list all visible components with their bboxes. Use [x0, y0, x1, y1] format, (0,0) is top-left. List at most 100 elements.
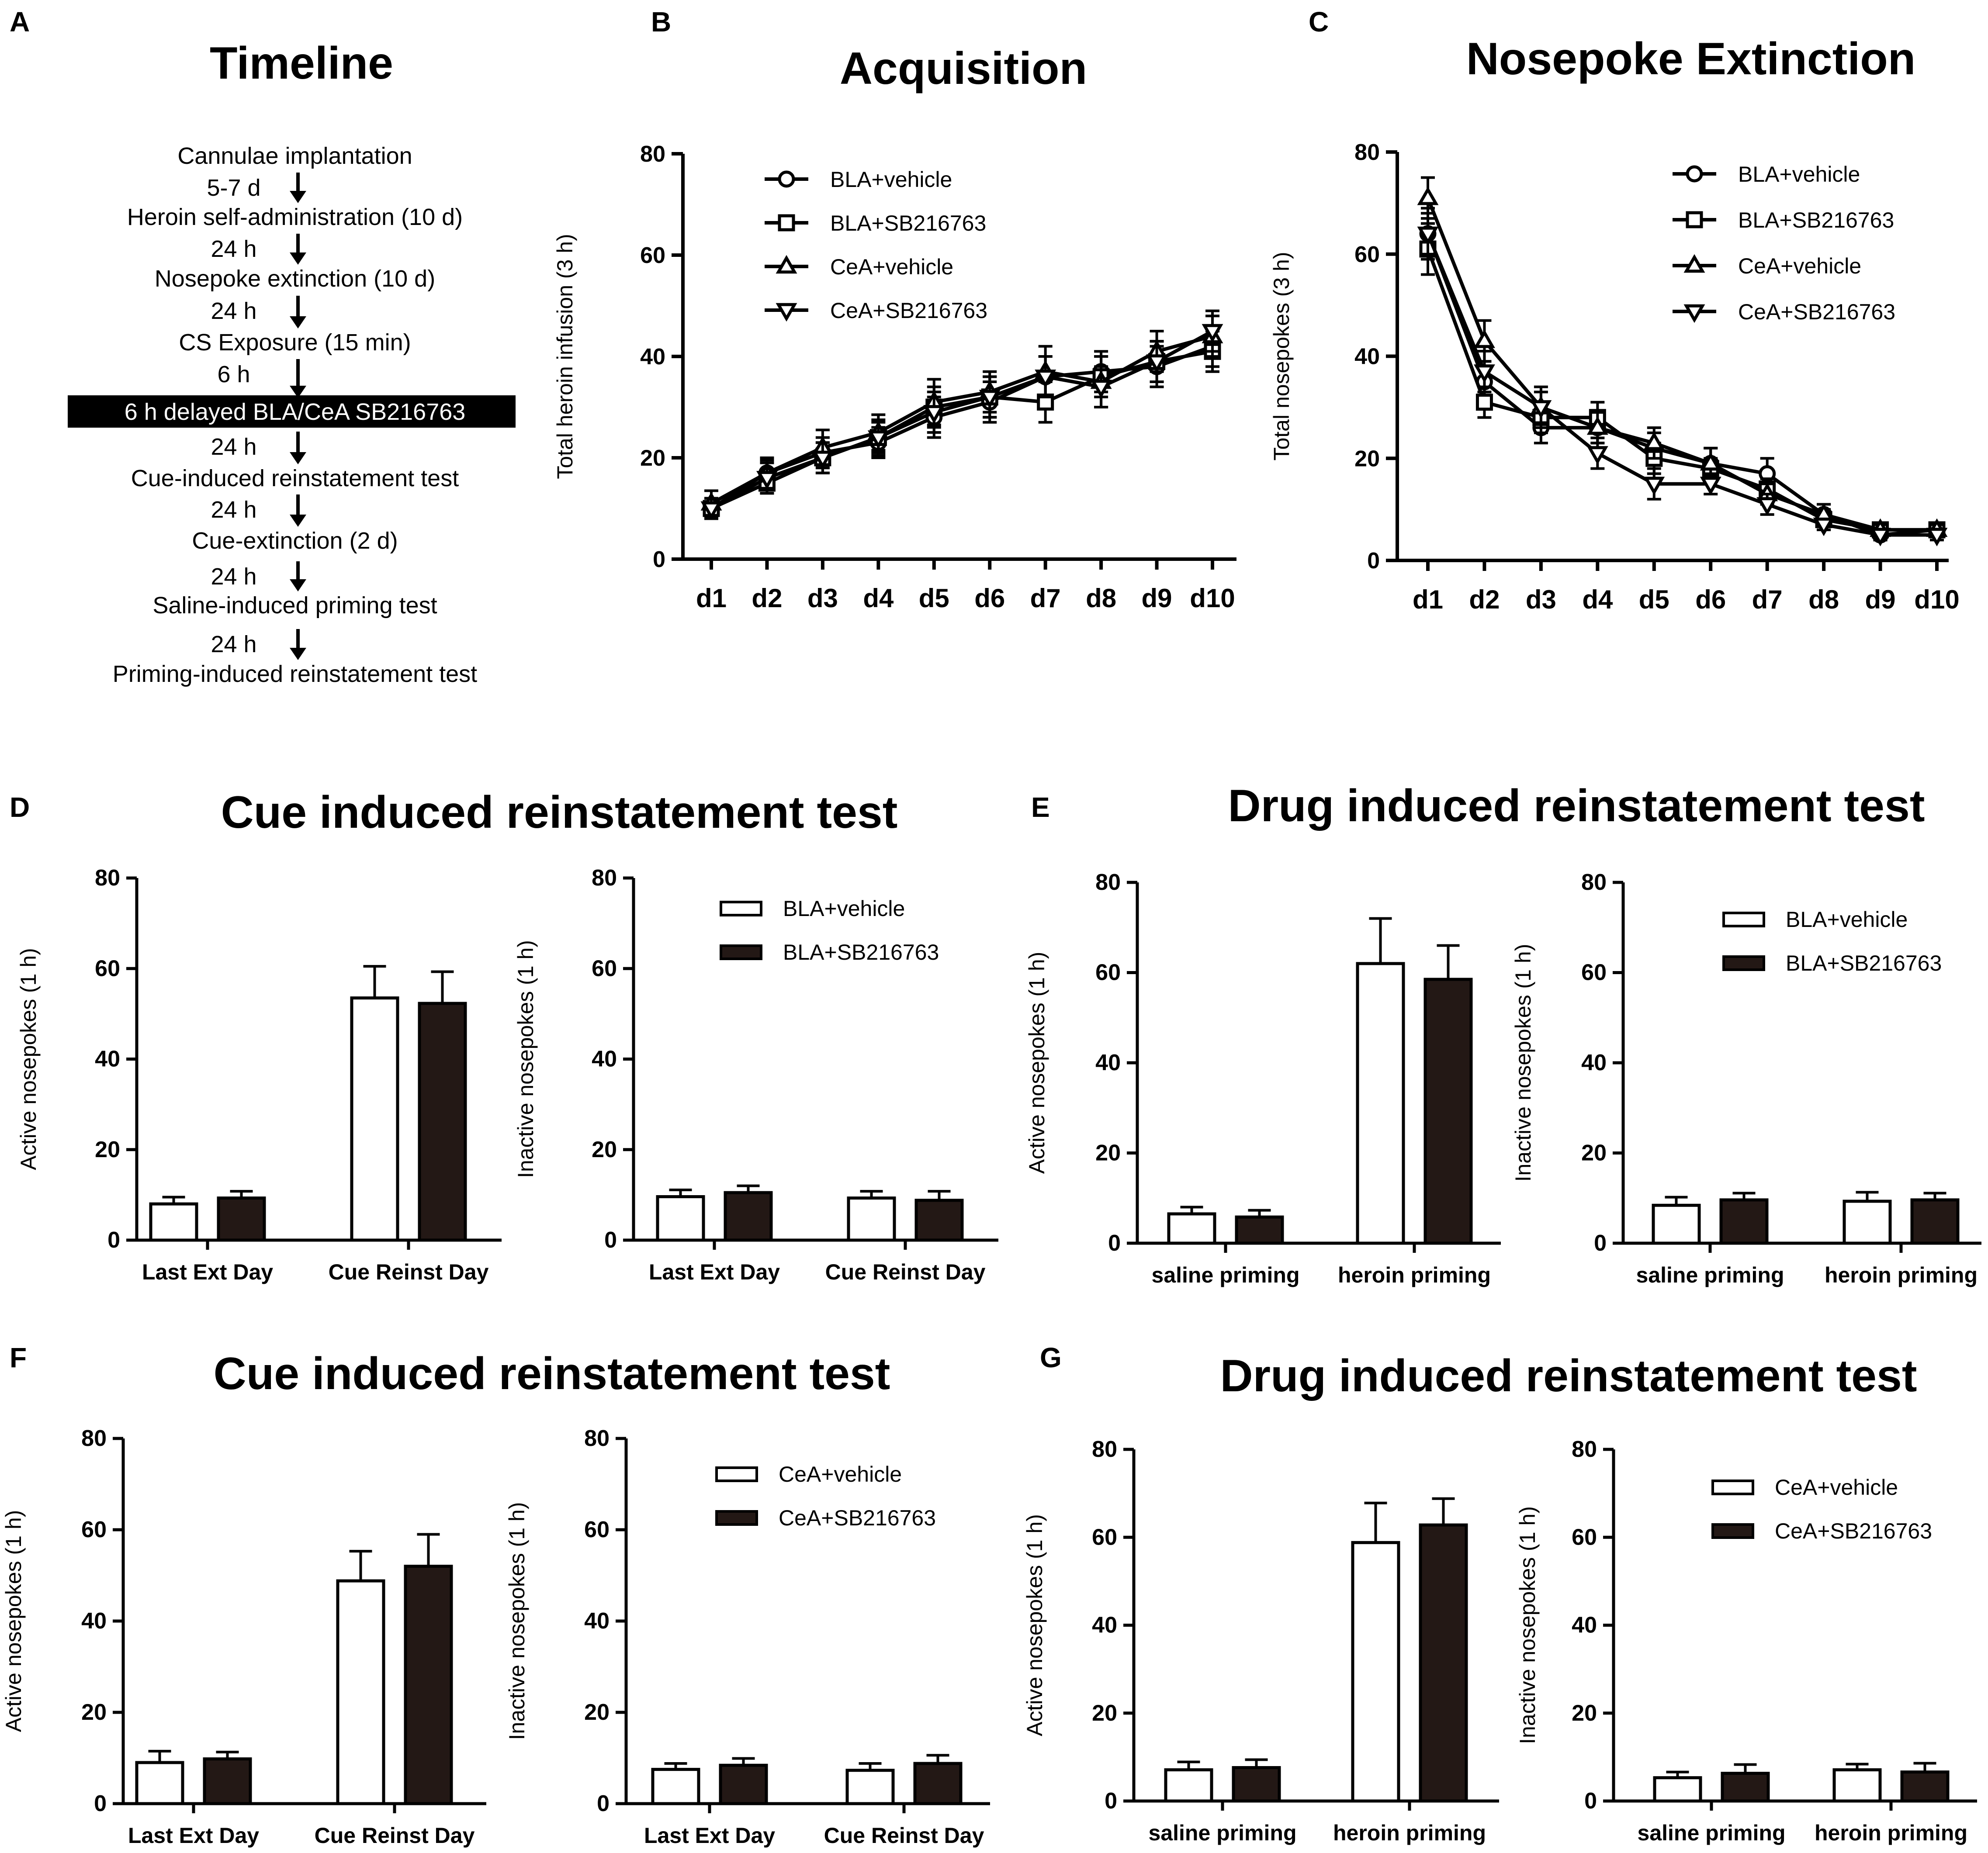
legend-marker-bla-vehicle	[1686, 165, 1703, 183]
legend-swatch-bla-vehicle	[720, 901, 762, 916]
legend-label: BLA+SB216763	[1786, 951, 1942, 975]
legend-label: CeA+SB216763	[779, 1506, 936, 1530]
y-tick-label: 20	[1572, 1701, 1597, 1726]
bar-bla-sb216763	[1910, 1198, 1960, 1245]
bar-bla-sb216763	[1235, 1215, 1284, 1245]
panel-letter-a: A	[10, 6, 30, 38]
legend-label: CeA+SB216763	[1738, 300, 1895, 324]
timeline-arrow-down-icon	[290, 316, 306, 328]
data-point-cea-vehicle	[1586, 416, 1608, 435]
data-point-cea-sb216763	[700, 501, 722, 520]
bar-cea-vehicle	[1832, 1768, 1882, 1803]
timeline-interval: 24 h	[211, 434, 256, 460]
timeline-interval: 24 h	[211, 236, 256, 262]
y-tick-label: 80	[592, 865, 617, 891]
data-point-cea-sb216763	[812, 450, 834, 470]
timeline-step-label: Priming-induced reinstatement test	[113, 661, 477, 687]
series-line-bla-sb216763	[1426, 248, 1937, 532]
data-point-cea-sb216763	[1090, 380, 1112, 398]
x-tick-label: heroin priming	[1825, 1263, 1978, 1287]
series-line-cea-vehicle	[710, 334, 1213, 505]
y-tick-label: 60	[592, 956, 617, 981]
panel-letter-c: C	[1309, 6, 1329, 38]
legend-label: CeA+vehicle	[830, 255, 953, 279]
panel-letter-e: E	[1031, 792, 1050, 823]
y-tick-label: 60	[81, 1517, 107, 1542]
timeline-interval: 24 h	[211, 298, 256, 324]
legend-marker-bla-sb216763	[778, 214, 795, 232]
y-axis-label: Inactive nosepokes (1 h)	[513, 940, 538, 1178]
y-tick-label: 80	[81, 1426, 107, 1451]
legend-marker-bla-vehicle	[778, 170, 795, 188]
y-axis-label: Inactive nosepokes (1 h)	[1515, 1506, 1540, 1744]
bar-bla-vehicle	[1356, 962, 1405, 1245]
chart-acquisition: 0 20 40 60 80 d1 d2 d3 d4 d5 d6 d7 d8 d9 d10 Total hero…	[553, 142, 1236, 613]
y-tick-label: 60	[1095, 960, 1121, 985]
x-tick-label: d9	[1865, 585, 1896, 614]
data-point-cea-vehicle	[1417, 186, 1439, 205]
bar-bla-vehicle	[149, 1202, 198, 1242]
y-tick-label: 0	[107, 1227, 120, 1253]
timeline-arrow-down-icon	[290, 191, 306, 203]
chart-d-inactive: 0 20 40 60 80 Last Ext Day Cue Reinst Day Inact…	[513, 865, 998, 1284]
y-tick-label: 0	[1105, 1788, 1117, 1814]
bar-bla-sb216763	[724, 1191, 773, 1242]
y-axis-label: Total nosepokes (3 h)	[1269, 252, 1294, 460]
timeline-highlight-label: 6 h delayed BLA/CeA SB216763	[125, 399, 466, 425]
data-point-cea-sb216763	[1700, 477, 1721, 495]
x-tick-label: d8	[1086, 584, 1116, 613]
bar-cea-vehicle	[1164, 1768, 1213, 1803]
y-tick-label: 40	[584, 1608, 610, 1634]
y-tick-label: 80	[1572, 1437, 1597, 1462]
y-tick-label: 40	[1092, 1613, 1117, 1638]
bar-cea-sb216763	[404, 1565, 453, 1805]
y-axis-label: Active nosepokes (1 h)	[16, 948, 41, 1170]
x-tick-label: d7	[1752, 585, 1783, 614]
bar-bla-vehicle	[1167, 1212, 1216, 1245]
x-tick-label: d10	[1914, 585, 1959, 614]
bar-bla-vehicle	[1652, 1203, 1701, 1245]
panel-g-title: Drug induced reinstatement test	[1220, 1351, 1917, 1401]
x-tick-label: Last Ext Day	[142, 1260, 273, 1284]
y-tick-label: 20	[584, 1700, 610, 1725]
data-point-cea-sb216763	[756, 471, 778, 490]
data-point-cea-sb216763	[1530, 400, 1552, 419]
bar-bla-sb216763	[217, 1196, 266, 1242]
timeline-arrow-down-icon	[290, 579, 306, 591]
series-line-cea-vehicle	[1426, 197, 1937, 532]
x-tick-label: saline priming	[1152, 1263, 1300, 1287]
y-tick-label: 60	[1092, 1525, 1117, 1550]
acquisition-title: Acquisition	[840, 43, 1087, 94]
x-tick-label: d3	[807, 584, 838, 613]
panel-e-title: Drug induced reinstatement test	[1228, 781, 1925, 831]
chart-g-inactive: 0 20 40 60 80 saline priming heroin priming Ina…	[1515, 1437, 1977, 1845]
y-tick-label: 20	[95, 1137, 120, 1162]
y-tick-label: 40	[1354, 344, 1380, 370]
legend-swatch-cea-sb216763	[715, 1510, 758, 1526]
y-tick-label: 60	[1354, 242, 1380, 267]
x-tick-label: d7	[1030, 584, 1061, 613]
legend-swatch-cea-vehicle	[1711, 1480, 1754, 1495]
data-point-cea-sb216763	[1035, 370, 1056, 388]
panel-letter-f: F	[10, 1342, 27, 1373]
y-tick-label: 80	[1581, 870, 1607, 895]
x-tick-label: d3	[1526, 585, 1556, 614]
y-tick-label: 40	[640, 344, 665, 370]
timeline-step-label: Cannulae implantation	[177, 143, 412, 169]
timeline-arrow-down-icon	[290, 452, 306, 464]
bar-bla-vehicle	[656, 1195, 705, 1242]
bar-cea-sb216763	[1232, 1766, 1281, 1803]
legend-label: BLA+vehicle	[783, 896, 905, 921]
y-tick-label: 0	[1594, 1231, 1607, 1256]
chart-f-inactive: 0 20 40 60 80 Last Ext Day Cue Reinst Day Inact…	[505, 1426, 990, 1848]
bar-cea-sb216763	[203, 1757, 252, 1805]
data-point-cea-sb216763	[867, 430, 889, 449]
x-tick-label: d4	[1582, 585, 1613, 614]
x-tick-label: d4	[863, 584, 894, 613]
timeline-interval: 5-7 d	[207, 175, 260, 201]
timeline-step-label: Cue-extinction (2 d)	[192, 528, 398, 554]
y-axis-label: Total heroin infusion (3 h)	[553, 234, 577, 479]
data-point-cea-sb216763	[1643, 477, 1665, 495]
data-point-cea-sb216763	[1586, 446, 1608, 465]
